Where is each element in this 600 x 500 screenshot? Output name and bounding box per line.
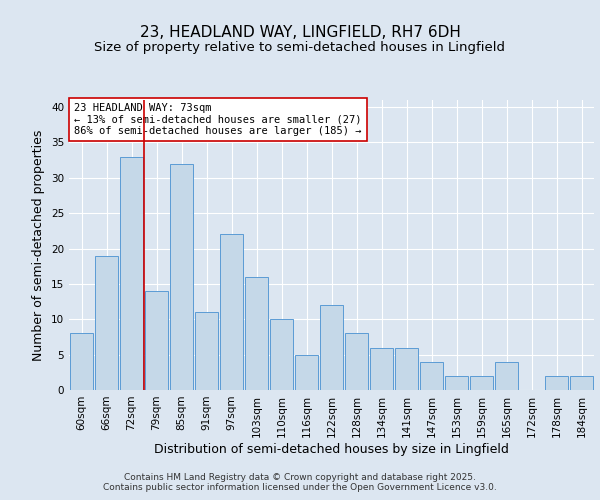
Bar: [194, 312, 218, 390]
Bar: [95, 256, 118, 390]
Bar: [70, 334, 94, 390]
Bar: [344, 334, 368, 390]
Bar: [269, 320, 293, 390]
Bar: [220, 234, 244, 390]
Bar: [545, 376, 568, 390]
Bar: [470, 376, 493, 390]
Text: Contains HM Land Registry data © Crown copyright and database right 2025.
Contai: Contains HM Land Registry data © Crown c…: [103, 473, 497, 492]
Text: 23 HEADLAND WAY: 73sqm
← 13% of semi-detached houses are smaller (27)
86% of sem: 23 HEADLAND WAY: 73sqm ← 13% of semi-det…: [74, 103, 362, 136]
Text: 23, HEADLAND WAY, LINGFIELD, RH7 6DH: 23, HEADLAND WAY, LINGFIELD, RH7 6DH: [140, 25, 460, 40]
Bar: [145, 291, 169, 390]
Text: Size of property relative to semi-detached houses in Lingfield: Size of property relative to semi-detach…: [95, 41, 505, 54]
Bar: [494, 362, 518, 390]
Bar: [445, 376, 469, 390]
Bar: [395, 348, 418, 390]
Y-axis label: Number of semi-detached properties: Number of semi-detached properties: [32, 130, 46, 360]
Bar: [419, 362, 443, 390]
X-axis label: Distribution of semi-detached houses by size in Lingfield: Distribution of semi-detached houses by …: [154, 442, 509, 456]
Bar: [320, 305, 343, 390]
Bar: [370, 348, 394, 390]
Bar: [245, 277, 268, 390]
Bar: [569, 376, 593, 390]
Bar: [295, 354, 319, 390]
Bar: [119, 156, 143, 390]
Bar: [170, 164, 193, 390]
